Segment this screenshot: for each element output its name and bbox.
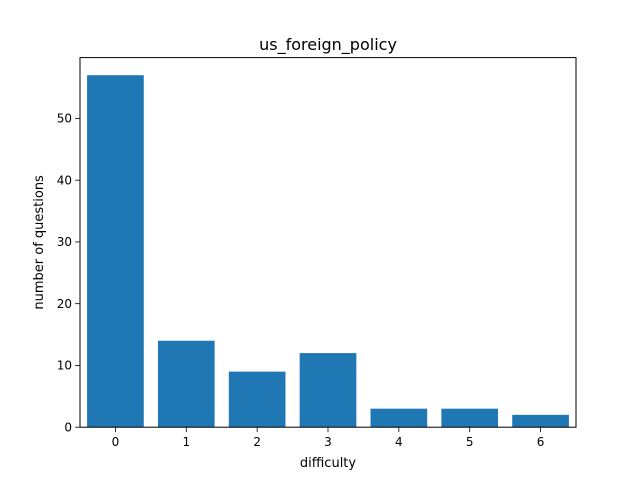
x-tick-label: 4	[395, 435, 403, 449]
bar-difficulty-2	[228, 371, 286, 428]
x-tick-label: 6	[537, 435, 545, 449]
y-tick-label: 40	[57, 173, 72, 187]
bar-difficulty-5	[441, 408, 499, 428]
bar-difficulty-4	[370, 408, 428, 428]
y-tick-label: 10	[57, 359, 72, 373]
bars-group	[87, 75, 569, 428]
y-tick-label: 20	[57, 297, 72, 311]
x-tick-label: 2	[253, 435, 261, 449]
chart-title: us_foreign_policy	[259, 35, 397, 55]
y-axis-label: number of questions	[32, 175, 47, 310]
plot-frame	[79, 57, 577, 428]
x-ticks-group: 0 1 2 3 4 5 6	[112, 427, 545, 449]
x-tick-label: 5	[466, 435, 474, 449]
x-axis-label: difficulty	[300, 456, 357, 471]
bar-difficulty-6	[512, 414, 569, 428]
y-tick-label: 30	[57, 235, 72, 249]
y-ticks-group: 0 10 20 30 40 50	[57, 112, 80, 435]
x-tick-label: 0	[112, 435, 120, 449]
y-tick-label: 50	[57, 112, 72, 126]
x-tick-label: 3	[324, 435, 332, 449]
bar-difficulty-0	[87, 75, 144, 428]
bar-difficulty-3	[299, 353, 357, 428]
bar-difficulty-1	[157, 340, 215, 428]
x-tick-label: 1	[182, 435, 190, 449]
y-tick-label: 0	[64, 421, 72, 435]
